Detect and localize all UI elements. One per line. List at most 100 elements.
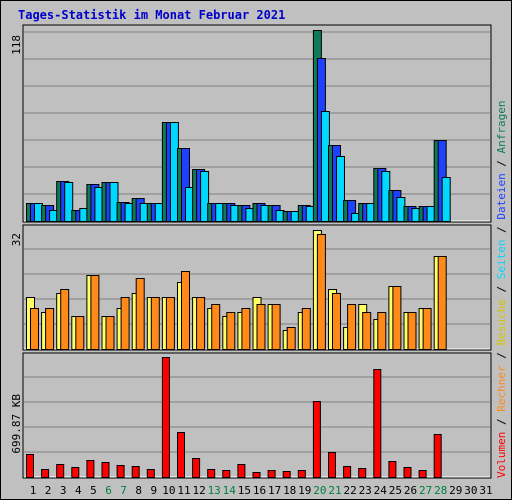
x-tick-label-22: 22 bbox=[343, 484, 356, 497]
x-tick-label-18: 18 bbox=[283, 484, 296, 497]
volumen-bar-day-4 bbox=[71, 467, 80, 478]
rechner-bar-day-24 bbox=[377, 312, 387, 350]
visits-panel-ymax-label: 32 bbox=[10, 233, 23, 246]
legend-item-rechner: Rechner bbox=[495, 365, 508, 412]
x-tick-label-16: 16 bbox=[253, 484, 266, 497]
volumen-bar-day-21 bbox=[328, 452, 336, 478]
volumen-bar-day-11 bbox=[177, 432, 185, 478]
volumen-bar-day-3 bbox=[56, 464, 65, 478]
seiten-bar-day-3 bbox=[64, 182, 74, 222]
x-tick-label-11: 11 bbox=[177, 484, 190, 497]
x-tick-label-27: 27 bbox=[419, 484, 432, 497]
x-tick-label-24: 24 bbox=[374, 484, 388, 497]
rechner-bar-day-28 bbox=[437, 256, 447, 350]
x-tick-label-8: 8 bbox=[135, 484, 142, 497]
legend-separator: / bbox=[495, 412, 508, 432]
rechner-bar-day-19 bbox=[301, 308, 311, 350]
legend-item-dateien: Dateien bbox=[495, 173, 508, 219]
rechner-bar-day-8 bbox=[135, 278, 145, 350]
x-tick-label-30: 30 bbox=[464, 484, 477, 497]
seiten-bar-day-12 bbox=[200, 171, 210, 222]
volume-panel-frame bbox=[22, 352, 492, 479]
x-tick-label-6: 6 bbox=[105, 484, 112, 497]
rechner-bar-day-4 bbox=[75, 316, 85, 350]
x-tick-label-26: 26 bbox=[404, 484, 417, 497]
rechner-bar-day-7 bbox=[120, 297, 130, 350]
x-tick-label-5: 5 bbox=[90, 484, 97, 497]
volumen-bar-day-23 bbox=[358, 468, 367, 478]
volumen-bar-day-2 bbox=[41, 469, 50, 478]
volumen-bar-day-18 bbox=[282, 471, 291, 478]
x-tick-label-13: 13 bbox=[208, 484, 221, 497]
legend-separator: / bbox=[495, 279, 508, 299]
x-tick-label-9: 9 bbox=[150, 484, 157, 497]
volumen-bar-day-8 bbox=[131, 466, 140, 478]
x-tick-label-4: 4 bbox=[75, 484, 82, 497]
x-tick-label-19: 19 bbox=[298, 484, 311, 497]
x-tick-label-29: 29 bbox=[449, 484, 462, 497]
rechner-bar-day-10 bbox=[165, 297, 175, 350]
volumen-bar-day-5 bbox=[86, 460, 95, 478]
rechner-bar-day-21 bbox=[332, 293, 341, 350]
rechner-bar-day-11 bbox=[181, 271, 190, 350]
chart-title: Tages-Statistik im Monat Februar 2021 bbox=[18, 8, 286, 22]
legend-item-seiten: Seiten bbox=[495, 240, 508, 280]
rechner-bar-day-16 bbox=[256, 304, 266, 350]
rechner-bar-day-2 bbox=[45, 308, 55, 350]
rechner-bar-day-13 bbox=[211, 304, 221, 350]
volumen-bar-day-26 bbox=[403, 467, 412, 478]
legend-item-anfragen: Anfragen bbox=[495, 100, 508, 153]
seiten-bar-day-28 bbox=[441, 177, 451, 222]
x-tick-label-17: 17 bbox=[268, 484, 281, 497]
rechner-bar-day-3 bbox=[60, 289, 70, 350]
volumen-bar-day-13 bbox=[207, 469, 216, 478]
x-tick-label-20: 20 bbox=[313, 484, 326, 497]
legend-separator: / bbox=[495, 153, 508, 173]
x-tick-label-10: 10 bbox=[162, 484, 175, 497]
x-tick-label-15: 15 bbox=[238, 484, 251, 497]
x-tick-label-21: 21 bbox=[328, 484, 341, 497]
legend-item-volumen: Volumen bbox=[495, 432, 508, 478]
volumen-bar-day-10 bbox=[161, 357, 170, 478]
rechner-bar-day-17 bbox=[271, 304, 281, 350]
volumen-bar-day-27 bbox=[418, 470, 427, 478]
volumen-bar-day-6 bbox=[101, 462, 110, 478]
volume-panel-ymax-label: 699.87 KB bbox=[10, 394, 23, 454]
x-tick-label-28: 28 bbox=[434, 484, 447, 497]
rechner-bar-day-26 bbox=[407, 312, 417, 350]
x-tick-label-25: 25 bbox=[389, 484, 402, 497]
x-tick-label-3: 3 bbox=[60, 484, 67, 497]
volumen-bar-day-22 bbox=[343, 466, 352, 478]
requests-panel-ymax-label: 118 bbox=[10, 35, 23, 55]
volumen-bar-day-14 bbox=[222, 470, 231, 478]
volumen-bar-day-9 bbox=[146, 469, 155, 478]
volumen-bar-day-16 bbox=[252, 472, 261, 478]
chart-legend: Volumen / Rechner / Besuche / Seiten / D… bbox=[495, 100, 508, 478]
rechner-bar-day-9 bbox=[150, 297, 160, 350]
x-tick-label-1: 1 bbox=[30, 484, 37, 497]
legend-separator: / bbox=[495, 220, 508, 240]
volumen-bar-day-19 bbox=[297, 470, 306, 478]
x-tick-label-7: 7 bbox=[120, 484, 127, 497]
volumen-bar-day-20 bbox=[312, 401, 321, 478]
volumen-bar-day-15 bbox=[237, 464, 246, 478]
rechner-bar-day-6 bbox=[105, 316, 115, 350]
volumen-bar-day-17 bbox=[267, 470, 276, 478]
x-tick-label-23: 23 bbox=[359, 484, 372, 497]
rechner-bar-day-22 bbox=[347, 304, 357, 350]
rechner-bar-day-5 bbox=[90, 275, 100, 350]
volumen-bar-day-7 bbox=[116, 465, 125, 478]
x-tick-label-12: 12 bbox=[192, 484, 205, 497]
seiten-bar-day-21 bbox=[336, 156, 345, 222]
x-tick-label-2: 2 bbox=[45, 484, 52, 497]
volumen-bar-day-12 bbox=[192, 458, 201, 478]
rechner-bar-day-18 bbox=[286, 327, 296, 350]
volumen-bar-day-25 bbox=[388, 461, 397, 478]
rechner-bar-day-27 bbox=[422, 308, 432, 350]
x-tick-label-31: 31 bbox=[479, 484, 492, 497]
volumen-bar-day-24 bbox=[373, 369, 382, 478]
rechner-bar-day-20 bbox=[316, 234, 326, 350]
volumen-bar-day-28 bbox=[433, 434, 442, 478]
legend-item-besuche: Besuche bbox=[495, 299, 508, 345]
